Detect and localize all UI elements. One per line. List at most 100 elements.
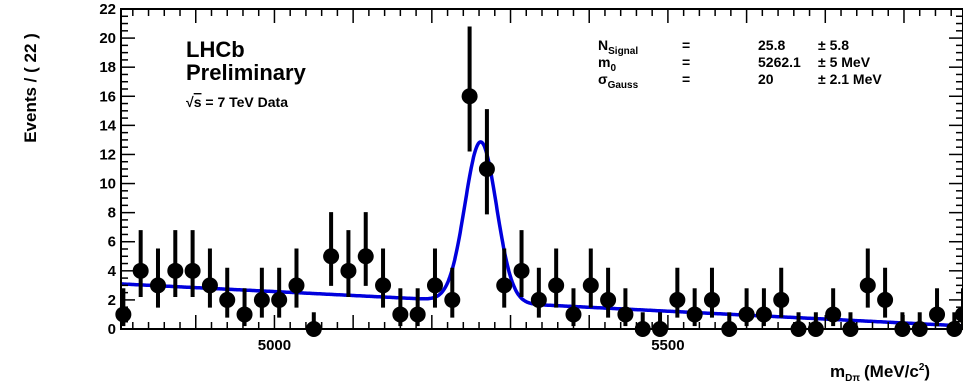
- fit-param-error: ± 5 MeV: [818, 54, 871, 70]
- lhcb-annotation: LHCb Preliminary √s = 7 TeV Data: [186, 37, 307, 110]
- data-point: [652, 312, 669, 337]
- point-marker: [703, 291, 720, 308]
- data-point: [496, 248, 513, 308]
- x-label-unit-pre: (MeV/c: [864, 362, 919, 381]
- point-marker: [738, 306, 755, 323]
- fit-param-name: NSignal: [598, 37, 638, 57]
- data-point: [773, 267, 790, 318]
- data-point: [236, 288, 253, 327]
- point-marker: [219, 291, 236, 308]
- data-point: [149, 248, 166, 308]
- svg-text:mDπ(MeV/c2): mDπ (MeV/c2): [830, 362, 930, 384]
- point-marker: [582, 277, 599, 294]
- point-marker: [496, 277, 513, 294]
- data-point: [617, 288, 634, 327]
- data-point: [478, 109, 495, 215]
- point-marker: [530, 291, 547, 308]
- data-point: [219, 267, 236, 318]
- fit-param-eq: =: [682, 71, 690, 87]
- data-point: [305, 312, 322, 337]
- fit-param-row: m0 = 5262.1 ± 5 MeV: [598, 54, 871, 74]
- data-point: [392, 288, 409, 327]
- data-point: [253, 267, 270, 318]
- data-point: [167, 230, 184, 297]
- point-marker: [392, 306, 409, 323]
- point-marker: [149, 277, 166, 294]
- data-point: [686, 288, 703, 327]
- y-tick-label: 10: [99, 176, 116, 193]
- data-point: [582, 248, 599, 308]
- point-marker: [773, 291, 790, 308]
- data-point: [288, 248, 305, 308]
- y-tick-label: 12: [99, 146, 116, 163]
- sqrt-symbol: √: [186, 94, 194, 110]
- point-marker: [686, 306, 703, 323]
- point-marker: [340, 262, 357, 279]
- x-tick-label: 5500: [651, 337, 684, 354]
- energy-variable: s: [194, 94, 202, 110]
- point-marker: [288, 277, 305, 294]
- data-point: [548, 248, 565, 308]
- y-tick-label: 0: [108, 321, 116, 338]
- data-point: [426, 248, 443, 308]
- data-point: [513, 230, 530, 297]
- point-marker: [323, 248, 340, 265]
- point-marker: [825, 306, 842, 323]
- y-tick-label: 16: [99, 88, 116, 105]
- data-point: [565, 288, 582, 327]
- data-point: [703, 267, 720, 318]
- point-marker: [409, 306, 426, 323]
- data-point: [825, 288, 842, 327]
- data-point: [357, 212, 374, 286]
- data-point: [929, 288, 946, 327]
- y-tick-label: 14: [99, 117, 116, 134]
- fit-param-name: m0: [598, 54, 616, 74]
- point-marker: [167, 262, 184, 279]
- point-marker: [271, 291, 288, 308]
- point-marker: [444, 291, 461, 308]
- data-point: [755, 288, 772, 327]
- y-tick-label: 20: [99, 30, 116, 47]
- point-marker: [565, 306, 582, 323]
- data-point: [600, 267, 617, 318]
- data-point: [271, 267, 288, 318]
- data-point: [132, 230, 149, 297]
- y-tick-label: 22: [99, 1, 116, 18]
- point-marker: [548, 277, 565, 294]
- point-marker: [478, 161, 495, 177]
- x-label-main: m: [830, 362, 845, 381]
- energy-text: = 7 TeV Data: [201, 94, 288, 110]
- y-tick-label: 4: [108, 263, 117, 280]
- fit-param-row: σGauss = 20 ± 2.1 MeV: [598, 71, 882, 91]
- fit-param-value: 5262.1: [758, 54, 801, 70]
- point-marker: [236, 306, 253, 323]
- data-point: [323, 212, 340, 286]
- y-axis-label: Events / ( 22 ): [21, 33, 40, 143]
- point-marker: [929, 306, 946, 323]
- experiment-label: LHCb: [186, 37, 245, 62]
- fit-param-eq: =: [682, 37, 690, 53]
- status-label: Preliminary: [186, 60, 307, 85]
- x-label-unit-post: ): [924, 362, 930, 381]
- x-label-unit-sup: 2: [919, 362, 925, 373]
- point-marker: [426, 277, 443, 294]
- fit-param-value: 20: [758, 71, 774, 87]
- point-marker: [357, 248, 374, 265]
- data-point: [461, 26, 478, 152]
- fit-param-error: ± 5.8: [818, 37, 849, 53]
- data-point: [669, 267, 686, 318]
- fit-param-value: 25.8: [758, 37, 785, 53]
- data-point: [375, 248, 392, 308]
- point-marker: [859, 277, 876, 294]
- fit-param-error: ± 2.1 MeV: [818, 71, 882, 87]
- data-point: [894, 312, 911, 337]
- y-tick-label: 18: [99, 59, 116, 76]
- y-tick-label: 8: [108, 205, 116, 222]
- point-marker: [755, 306, 772, 323]
- fit-param-eq: =: [682, 54, 690, 70]
- data-point: [409, 288, 426, 327]
- x-axis-label: mDπ (MeV/c2): [830, 362, 930, 384]
- fit-param-name: σGauss: [598, 71, 639, 91]
- data-point: [444, 267, 461, 318]
